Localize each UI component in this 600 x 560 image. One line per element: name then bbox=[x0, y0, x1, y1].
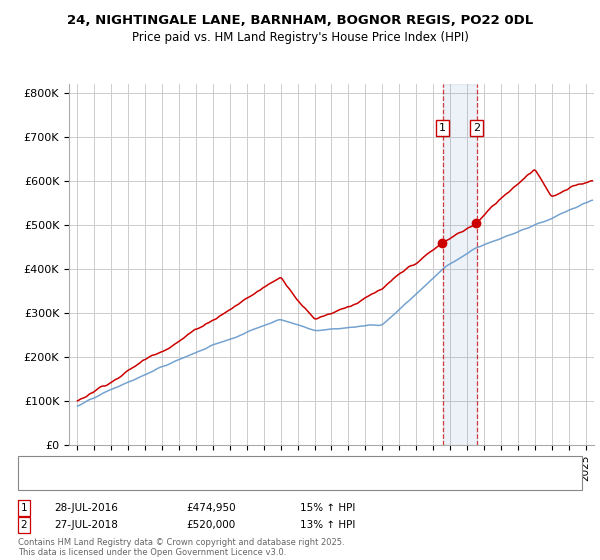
Text: HPI: Average price, detached house, Arun: HPI: Average price, detached house, Arun bbox=[63, 478, 271, 488]
Text: 27-JUL-2018: 27-JUL-2018 bbox=[54, 520, 118, 530]
Text: 28-JUL-2016: 28-JUL-2016 bbox=[54, 503, 118, 513]
Text: Contains HM Land Registry data © Crown copyright and database right 2025.
This d: Contains HM Land Registry data © Crown c… bbox=[18, 538, 344, 557]
Text: 24, NIGHTINGALE LANE, BARNHAM, BOGNOR REGIS, PO22 0DL (detached house): 24, NIGHTINGALE LANE, BARNHAM, BOGNOR RE… bbox=[63, 456, 467, 466]
Text: ——: —— bbox=[30, 454, 55, 468]
Text: 13% ↑ HPI: 13% ↑ HPI bbox=[300, 520, 355, 530]
Text: 2: 2 bbox=[473, 123, 480, 133]
Text: 1: 1 bbox=[20, 503, 28, 513]
Text: £474,950: £474,950 bbox=[186, 503, 236, 513]
Text: 15% ↑ HPI: 15% ↑ HPI bbox=[300, 503, 355, 513]
Text: £520,000: £520,000 bbox=[186, 520, 235, 530]
Text: 24, NIGHTINGALE LANE, BARNHAM, BOGNOR REGIS, PO22 0DL: 24, NIGHTINGALE LANE, BARNHAM, BOGNOR RE… bbox=[67, 14, 533, 27]
Text: ——: —— bbox=[30, 476, 55, 489]
Text: 1: 1 bbox=[439, 123, 446, 133]
Text: 2: 2 bbox=[20, 520, 28, 530]
Text: Price paid vs. HM Land Registry's House Price Index (HPI): Price paid vs. HM Land Registry's House … bbox=[131, 31, 469, 44]
Bar bbox=[443, 84, 476, 445]
